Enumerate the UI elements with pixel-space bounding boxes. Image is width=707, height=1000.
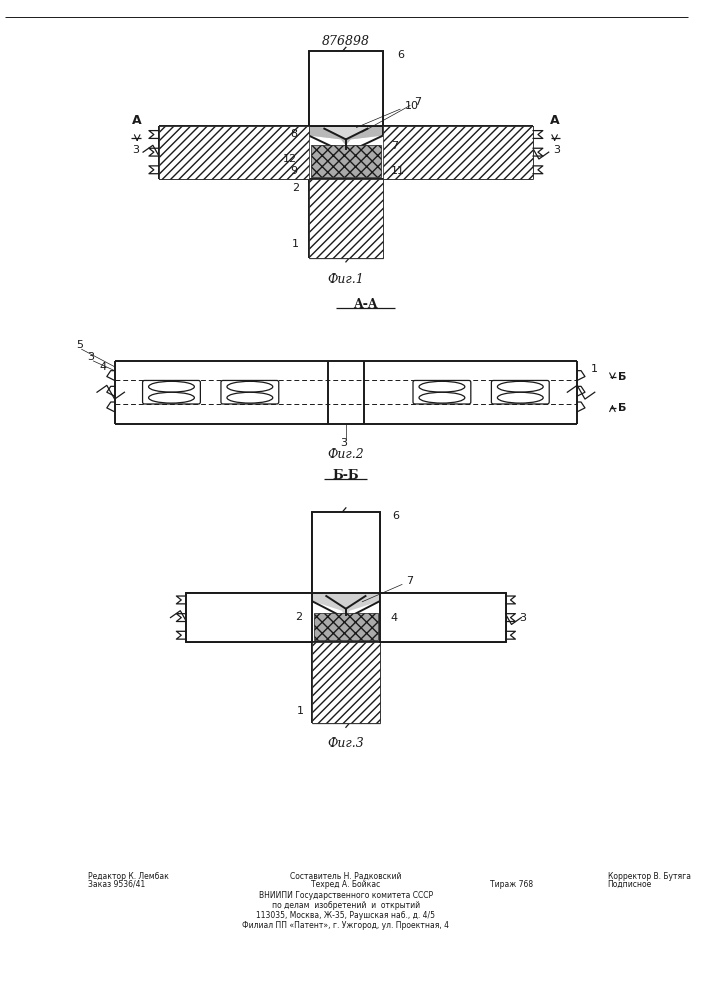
Text: 11: 11 [391, 166, 405, 176]
Text: Б: Б [619, 403, 626, 413]
Bar [383, 126, 533, 179]
Text: Техред А. Бойкас: Техред А. Бойкас [311, 880, 380, 889]
Text: 10: 10 [404, 101, 419, 111]
Text: 12: 12 [283, 154, 297, 164]
Ellipse shape [227, 381, 273, 392]
Text: ВНИИПИ Государственного комитета СССР: ВНИИПИ Государственного комитета СССР [259, 891, 433, 900]
Text: 7: 7 [414, 97, 421, 107]
Bar [313, 613, 378, 640]
Text: A: A [550, 114, 559, 127]
Bar [309, 179, 383, 258]
Bar [186, 593, 312, 642]
Text: 7: 7 [391, 141, 398, 151]
Text: 3: 3 [132, 145, 139, 155]
Text: Составитель Н. Радковский: Составитель Н. Радковский [290, 872, 402, 881]
Text: A: A [132, 114, 142, 127]
Polygon shape [312, 593, 380, 619]
Text: Заказ 9536/41: Заказ 9536/41 [88, 880, 146, 889]
Text: Подписное: Подписное [607, 880, 652, 889]
Text: 3: 3 [553, 145, 560, 155]
Polygon shape [309, 126, 346, 145]
Text: 4: 4 [390, 613, 397, 623]
Text: 876898: 876898 [322, 35, 370, 48]
Ellipse shape [498, 381, 543, 392]
Text: 1: 1 [292, 239, 299, 249]
Ellipse shape [498, 392, 543, 403]
Bar [380, 593, 506, 642]
Text: 113035, Москва, Ж-35, Раушская наб., д. 4/5: 113035, Москва, Ж-35, Раушская наб., д. … [257, 911, 436, 920]
Text: 8: 8 [290, 129, 297, 139]
Text: Филиал ПП «Патент», г. Ужгород, ул. Проектная, 4: Филиал ПП «Патент», г. Ужгород, ул. Прое… [243, 921, 450, 930]
Ellipse shape [419, 392, 464, 403]
Ellipse shape [148, 392, 194, 403]
Text: 1: 1 [297, 706, 304, 716]
Text: 2: 2 [295, 612, 302, 622]
Bar [312, 512, 380, 593]
Text: 3: 3 [520, 613, 526, 623]
Text: 3: 3 [88, 352, 95, 362]
Text: 5: 5 [76, 340, 83, 350]
Text: Фиг.2: Фиг.2 [327, 448, 364, 461]
Ellipse shape [419, 381, 464, 392]
Bar [159, 126, 309, 179]
Text: 2: 2 [292, 183, 299, 193]
Ellipse shape [227, 392, 273, 403]
Text: 7: 7 [406, 576, 413, 586]
Text: Фиг.3: Фиг.3 [327, 737, 364, 750]
Bar [310, 145, 381, 177]
Text: Фиг.1: Фиг.1 [327, 273, 364, 286]
Text: 1: 1 [591, 364, 598, 374]
Text: A-A: A-A [354, 298, 378, 311]
Text: по делам  изобретений  и  открытий: по делам изобретений и открытий [271, 901, 420, 910]
Text: Корректор В. Бутяга: Корректор В. Бутяга [607, 872, 691, 881]
Text: Тираж 768: Тираж 768 [490, 880, 533, 889]
Bar [312, 642, 380, 723]
Ellipse shape [148, 381, 194, 392]
Text: Б-Б: Б-Б [332, 469, 359, 482]
Text: 3: 3 [341, 438, 347, 448]
Polygon shape [346, 126, 383, 145]
Text: Б: Б [619, 372, 626, 382]
Text: 4: 4 [99, 362, 107, 372]
Text: Редактор К. Лембак: Редактор К. Лембак [88, 872, 169, 881]
Polygon shape [309, 126, 383, 145]
Bar [309, 51, 383, 126]
Text: 6: 6 [392, 511, 399, 521]
Text: 6: 6 [397, 50, 404, 60]
Text: 9: 9 [290, 166, 297, 176]
